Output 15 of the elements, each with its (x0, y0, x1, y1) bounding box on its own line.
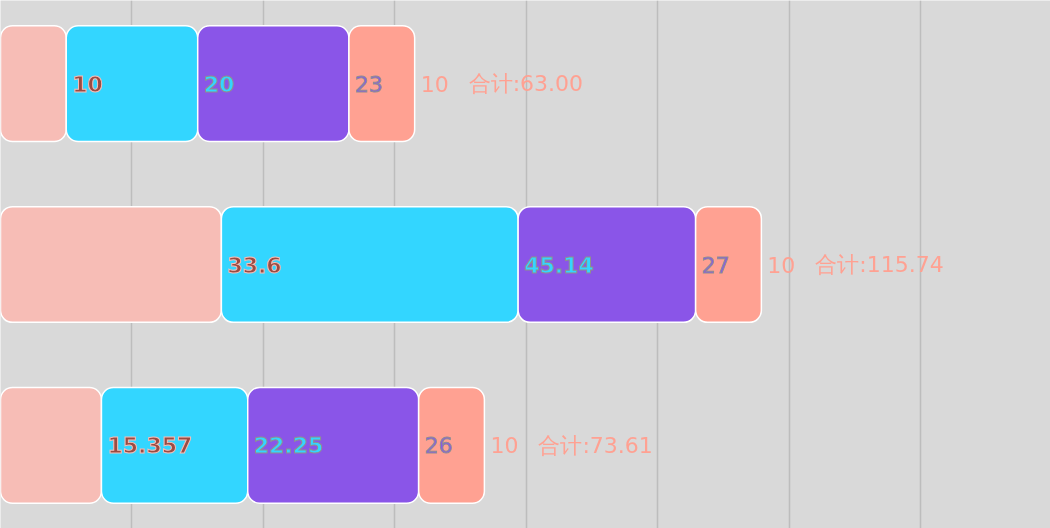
total-label: 合计:115.74 (815, 252, 944, 277)
data-label: 10 (420, 71, 449, 97)
data-label: 20 (203, 71, 235, 97)
data-label: 15.357 (107, 433, 193, 459)
data-label: 10 (767, 252, 796, 278)
data-label: 23 (354, 71, 383, 97)
data-label: 33.6 (227, 252, 282, 278)
data-label: 45.14 (524, 252, 594, 278)
total-label: 合计:63.00 (468, 71, 584, 97)
total-label: 合计:73.61 (538, 432, 653, 458)
data-label: 10 (490, 433, 519, 459)
data-label: 26 (424, 433, 453, 459)
data-label: 10 (72, 71, 103, 97)
data-label: 22.25 (253, 433, 324, 459)
data-label: 27 (701, 252, 730, 278)
